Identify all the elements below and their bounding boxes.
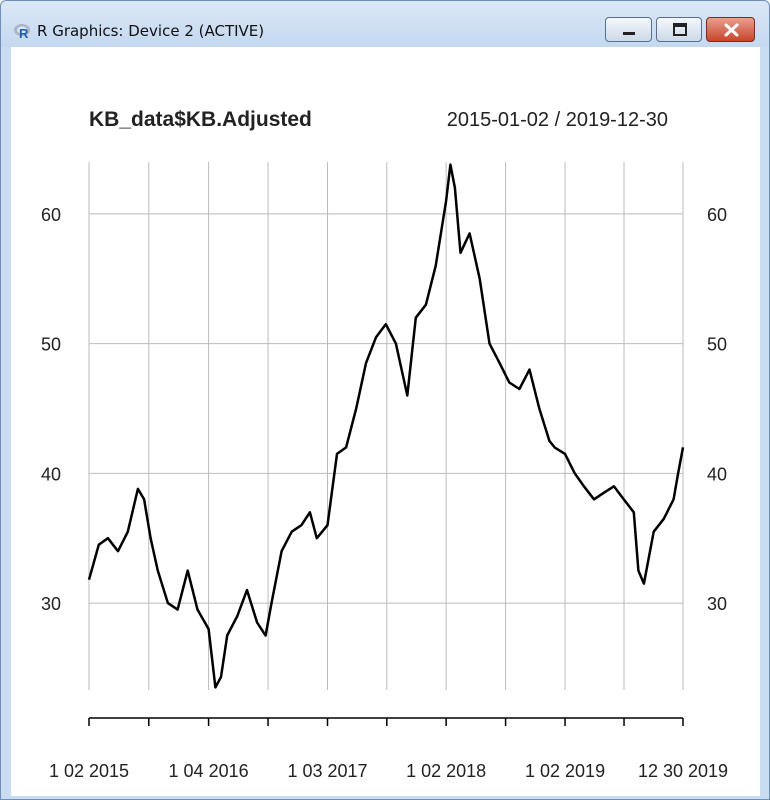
close-button[interactable]	[706, 17, 755, 42]
series-layer	[87, 163, 685, 689]
maximize-icon	[673, 23, 687, 36]
svg-text:R: R	[19, 26, 29, 40]
date-range-label: 2015-01-02 / 2019-12-30	[447, 109, 668, 131]
chart-title: KB_data$KB.Adjusted	[89, 108, 312, 131]
x-tick-label: 1 03 2017	[287, 761, 367, 781]
x-tick-label: 1 02 2018	[406, 761, 486, 781]
y-tick-label-left: 50	[41, 335, 61, 355]
y-tick-label-right: 60	[707, 205, 727, 225]
axes: 30 30 40 40 50 50 60 60 1 02 2015 1 04 2016 1 03 2…	[41, 205, 728, 781]
x-tick-label: 12 30 2019	[638, 761, 728, 781]
maximize-button[interactable]	[656, 17, 702, 42]
minimize-button[interactable]	[605, 17, 652, 42]
grid	[88, 162, 684, 690]
y-tick-label-left: 30	[41, 594, 61, 614]
y-tick-label-right: 40	[707, 464, 727, 484]
minimize-icon	[623, 32, 635, 35]
x-tick-label: 1 04 2016	[169, 761, 249, 781]
close-icon	[724, 23, 739, 37]
r-logo-icon: R	[14, 24, 30, 40]
x-tick-label: 1 02 2019	[525, 761, 605, 781]
y-tick-label-left: 40	[41, 464, 61, 484]
window-title: R Graphics: Device 2 (ACTIVE)	[37, 22, 265, 40]
y-tick-label-left: 60	[41, 205, 61, 225]
line-chart: 30 30 40 40 50 50 60 60 1 02 2015 1 04 2016 1 03 2…	[41, 108, 728, 781]
y-tick-label-right: 50	[707, 335, 727, 355]
series-line	[87, 163, 685, 689]
x-tick-label: 1 02 2015	[49, 761, 129, 781]
plot-area: 30 30 40 40 50 50 60 60 1 02 2015 1 04 2016 1 03 2…	[11, 47, 760, 796]
y-tick-label-right: 30	[707, 594, 727, 614]
title-bar[interactable]: R R Graphics: Device 2 (ACTIVE)	[1, 1, 769, 47]
